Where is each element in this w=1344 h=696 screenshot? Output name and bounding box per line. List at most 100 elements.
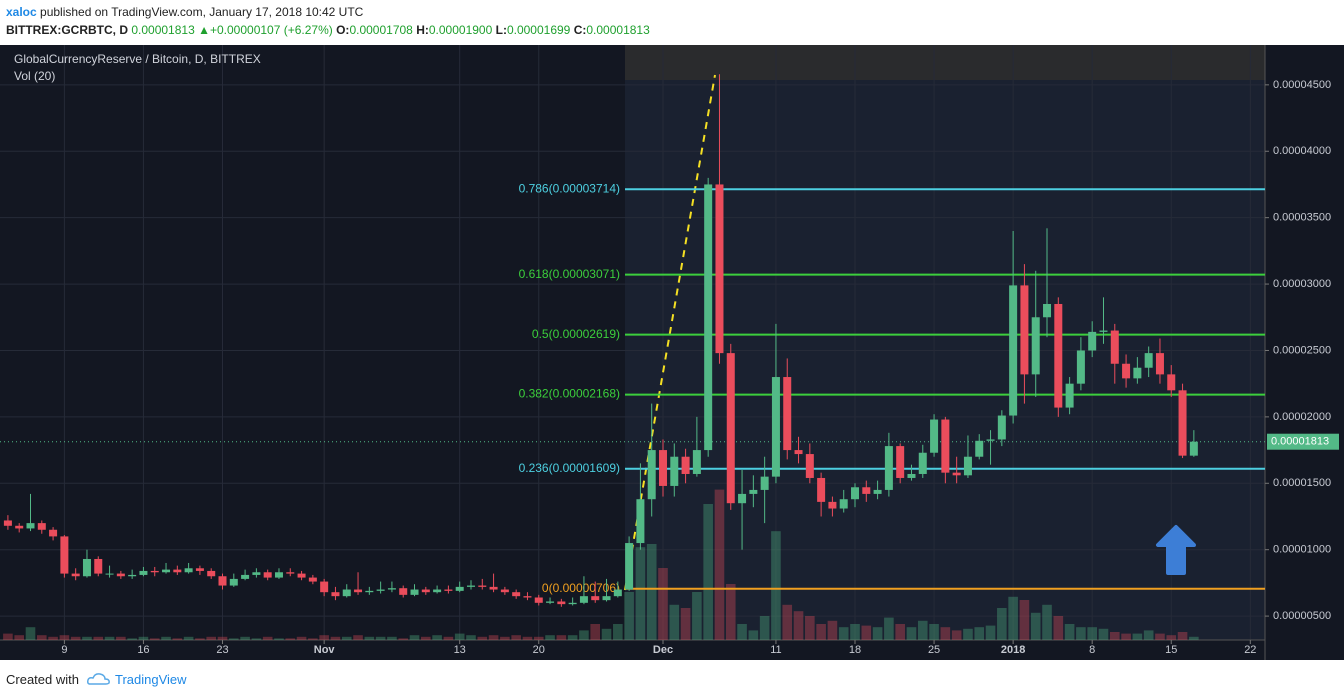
volume-bar xyxy=(466,635,476,640)
o-label: O: xyxy=(336,23,350,37)
candle-body xyxy=(308,577,317,582)
volume-bar xyxy=(36,635,47,640)
x-tick-label: 15 xyxy=(1165,644,1177,656)
brand[interactable]: TradingView xyxy=(114,672,187,687)
candle-body xyxy=(331,592,340,597)
candle-body xyxy=(1144,353,1153,368)
volume-bar xyxy=(1109,632,1120,640)
volume-bar xyxy=(183,636,194,640)
candle-body xyxy=(286,572,295,574)
volume-bar xyxy=(906,627,917,640)
volume-bar xyxy=(59,635,70,640)
candle-body xyxy=(60,536,69,574)
volume-bar xyxy=(477,636,488,640)
footer: Created with TradingView xyxy=(6,670,187,687)
volume-bar xyxy=(421,636,431,640)
fib-label: 0.5(0.00002619) xyxy=(532,327,620,341)
volume-bar xyxy=(805,616,815,640)
volume-bar xyxy=(25,627,36,640)
h: 0.00001900 xyxy=(428,23,493,37)
x-tick-label: Dec xyxy=(653,644,673,656)
volume-bar xyxy=(285,638,296,640)
candle-body xyxy=(1099,330,1108,332)
volume-bar xyxy=(793,611,804,640)
candle-body xyxy=(218,576,227,586)
x-tick-label: 23 xyxy=(216,644,228,656)
candle-body xyxy=(963,456,972,476)
volume-bar xyxy=(217,636,228,640)
volume-bar xyxy=(3,633,13,640)
volume-bar xyxy=(240,636,250,640)
candle-body xyxy=(862,487,871,494)
candle-body xyxy=(195,568,204,571)
candle-body xyxy=(670,456,679,486)
candle-body xyxy=(207,570,216,577)
volume-bar xyxy=(884,617,894,640)
candle-body xyxy=(817,477,826,502)
volume-bar xyxy=(228,638,239,640)
volume-bar xyxy=(1042,604,1052,640)
candle-body xyxy=(455,586,464,591)
candle-body xyxy=(975,440,984,457)
volume-bar xyxy=(296,636,307,640)
candle-body xyxy=(376,589,385,591)
volume-bar xyxy=(895,624,905,640)
volume-bar xyxy=(1087,627,1097,640)
candle-body xyxy=(1088,331,1097,351)
volume-bar xyxy=(206,636,217,640)
candle-body xyxy=(116,573,125,577)
volume-bar xyxy=(929,624,939,640)
volume-bar xyxy=(161,636,171,640)
candle-body xyxy=(150,570,159,573)
candle-body xyxy=(1065,383,1074,408)
candle-body xyxy=(342,589,351,597)
volume-bar xyxy=(646,544,657,640)
x-tick-label: 22 xyxy=(1244,644,1256,656)
volume-bar xyxy=(635,547,646,640)
candle-body xyxy=(692,450,701,474)
volume-bar xyxy=(398,638,409,640)
candle-body xyxy=(184,568,193,573)
candle-body xyxy=(941,419,950,473)
candle-body xyxy=(1031,317,1040,375)
volume-bar xyxy=(737,624,747,640)
candle-body xyxy=(229,578,238,586)
volume-bar xyxy=(1166,635,1177,640)
volume-bar xyxy=(658,568,668,640)
candle-body xyxy=(3,520,12,526)
candle-body xyxy=(173,569,182,573)
symbol: BITTREX:GCRBTC, D xyxy=(6,23,128,37)
volume-bar xyxy=(714,489,725,640)
volume-bar xyxy=(533,636,544,640)
fib-label: 0(0.00000706) xyxy=(542,581,620,595)
author[interactable]: xaloc xyxy=(6,5,37,19)
candle-body xyxy=(726,353,735,504)
candle-body xyxy=(320,581,329,593)
volume-bar xyxy=(579,630,589,640)
volume-bar xyxy=(409,635,420,640)
volume-bar xyxy=(319,635,329,640)
price: 0.00001813 xyxy=(131,23,195,37)
volume-bar xyxy=(827,620,838,640)
c-label: C: xyxy=(573,23,587,37)
candle-body xyxy=(263,572,272,578)
y-tick-label: 0.00003500 xyxy=(1273,212,1331,224)
logo xyxy=(86,673,110,685)
volume-bar xyxy=(816,624,826,640)
candle-body xyxy=(1167,374,1176,391)
volume-bar xyxy=(172,638,183,640)
last-price-box xyxy=(1267,433,1339,450)
candle-body xyxy=(444,589,453,591)
volume-bar xyxy=(748,630,759,640)
candle-body xyxy=(399,588,408,595)
volume-bar xyxy=(1177,632,1188,640)
volume-bar xyxy=(680,608,691,640)
x-tick-label: 8 xyxy=(1089,644,1095,656)
candle-body xyxy=(647,450,656,500)
volume-bar xyxy=(432,635,442,640)
y-tick-label: 0.00002000 xyxy=(1273,411,1331,423)
volume-bar xyxy=(771,531,781,640)
fib-label: 0.618(0.00003071) xyxy=(519,267,620,281)
volume-bar xyxy=(759,616,770,640)
candle-body xyxy=(625,543,634,590)
